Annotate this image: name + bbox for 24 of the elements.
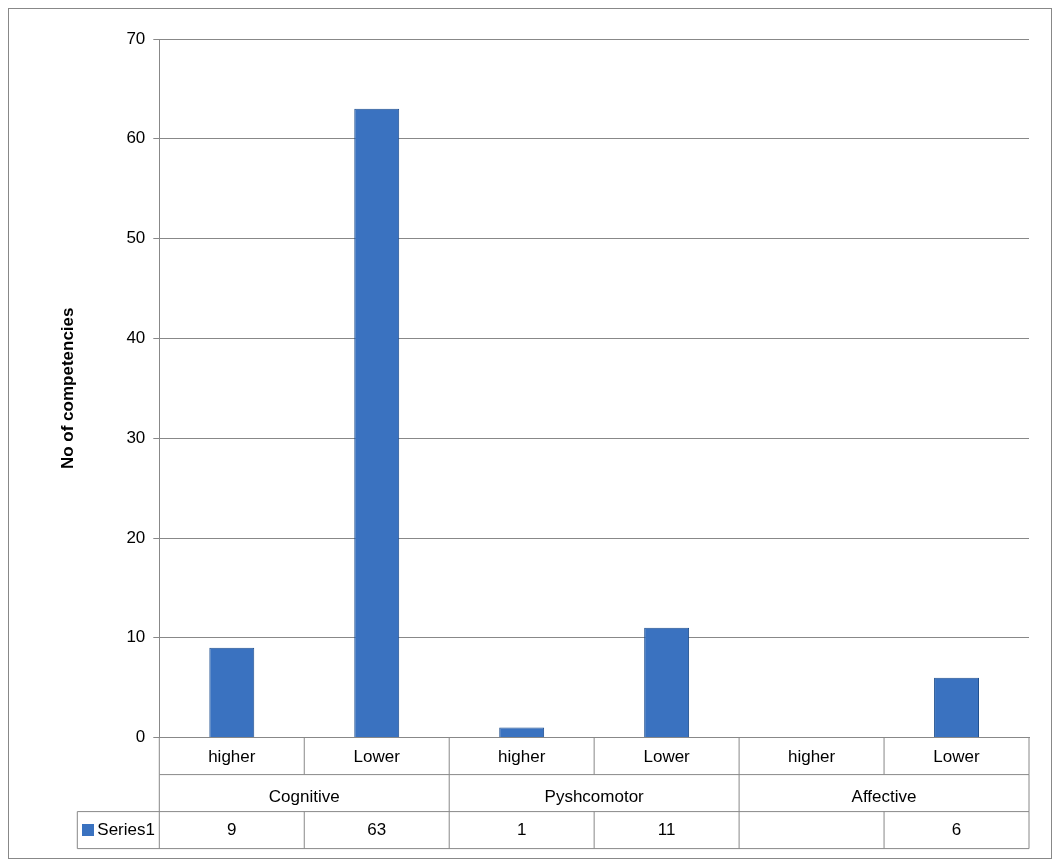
x-tick-label: higher [208,747,256,767]
y-tick-label: 30 [126,427,146,447]
x-tick-label: higher [787,747,836,767]
legend-label: Series1 [97,819,155,839]
y-axis-title: No of competencies [57,307,77,470]
y-tick-label: 20 [126,527,146,547]
data-label: 9 [227,819,237,839]
y-tick-label: 40 [126,328,146,348]
data-label: 63 [367,819,387,839]
text: Affective [851,786,917,806]
text: Cognitive [268,786,340,806]
x-tick-label: Lower [643,747,691,767]
text: Pyshcomotor [544,786,645,806]
y-tick-label: 50 [126,228,146,248]
y-tick-label: 70 [126,28,146,48]
x-tick-label: Lower [933,747,981,767]
y-tick-label: 0 [135,727,146,747]
data-label: 11 [657,819,676,839]
y-tick-label: 60 [126,128,146,148]
y-tick-label: 10 [126,627,146,647]
data-label: 6 [951,819,962,839]
data-label: 1 [516,819,527,839]
x-tick-label: higher [498,747,546,767]
x-tick-label: Lower [353,747,401,767]
